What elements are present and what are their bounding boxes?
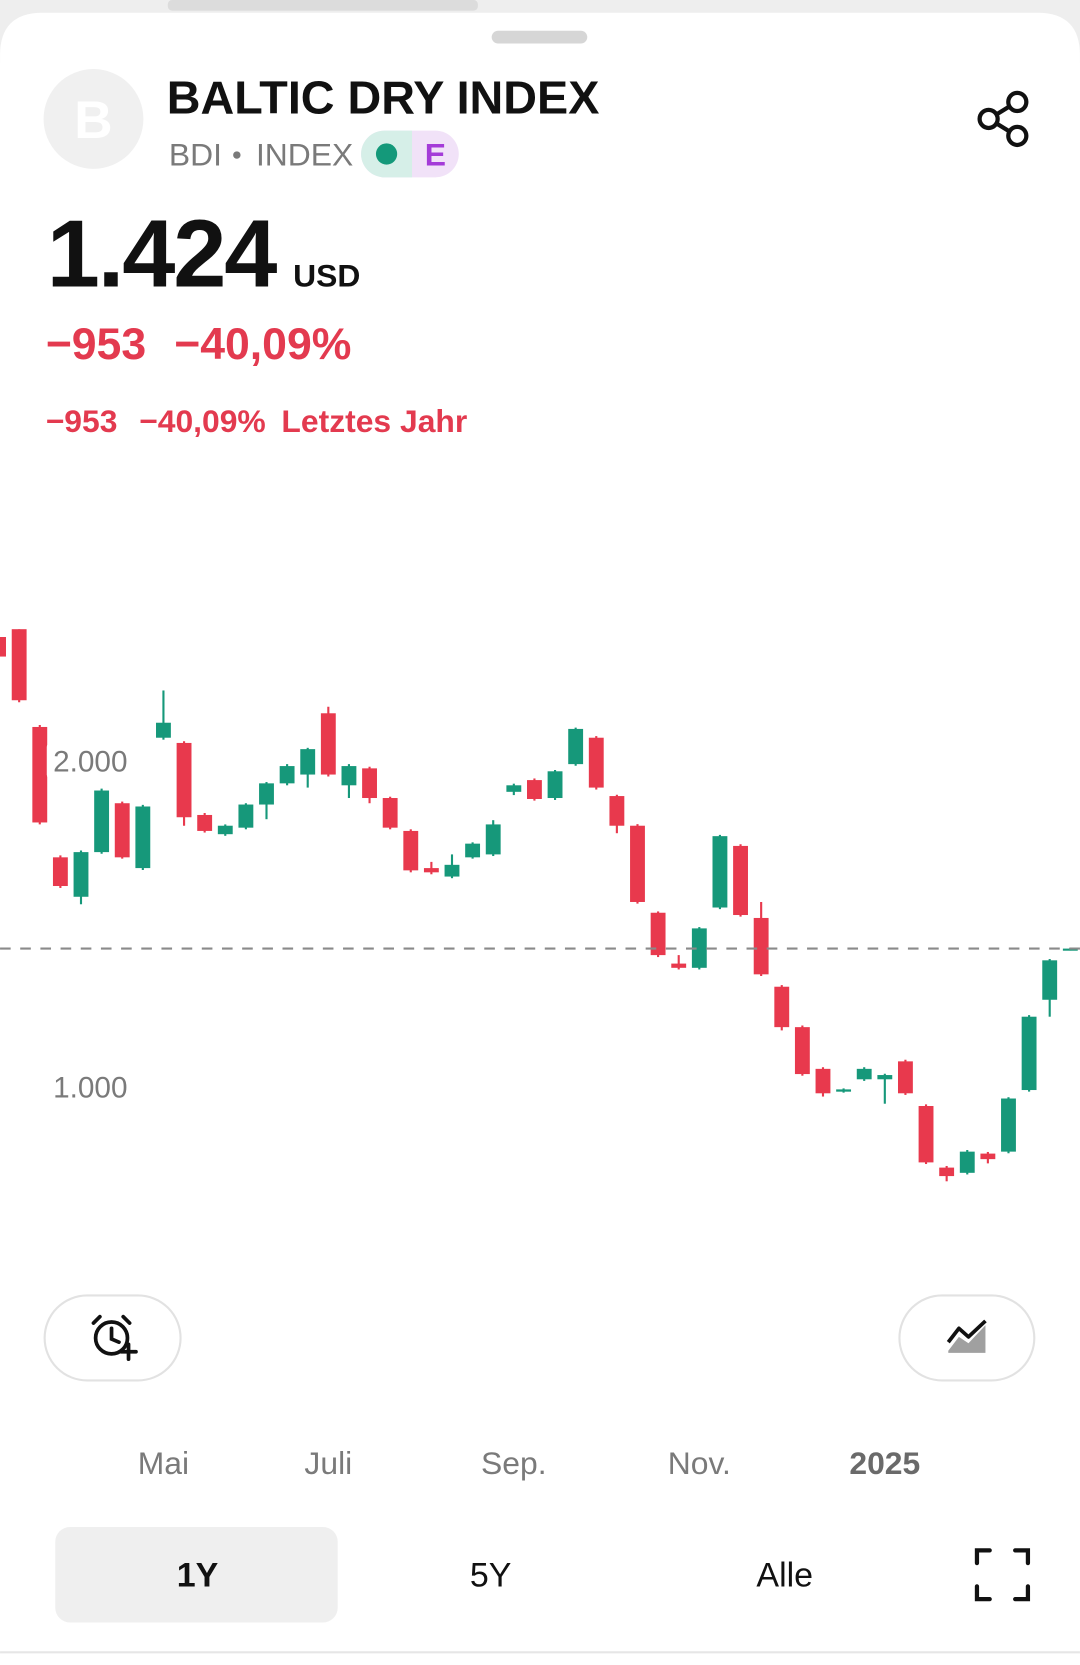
ticker: BDI [169,137,222,173]
candle-body [774,986,790,1028]
y-tick-label-bg [46,1068,139,1105]
candle-body [73,852,89,897]
candle-body [568,728,584,765]
range-button-selected[interactable] [55,1526,338,1623]
market-status-dot [375,143,398,165]
candle-body [733,845,748,916]
avatar-letter: B [74,91,112,150]
candle-body [918,1106,934,1163]
x-tick-label: 2025 [849,1445,920,1481]
price: 1.424 [47,201,277,308]
y-tick-label: 1.000 [53,1071,127,1104]
candle-body [897,1061,913,1094]
chart: 1.000 2.000 Mai Juli Sep. Nov. 2025 [0,629,1080,1481]
range-button-label[interactable]: 1Y [177,1556,219,1594]
candle-body [836,1089,852,1092]
period-label: Letztes Jahr [281,403,467,439]
candle-body [114,803,130,858]
candle-body [362,768,377,799]
period-change-percent: −40,09% [139,403,266,439]
badge-letter: E [425,137,446,173]
y-tick-label: 2.000 [53,745,127,778]
range-selector: 1Y 5Y Alle [55,1526,813,1623]
candle-body [156,722,171,738]
candle-body [609,796,625,826]
candle-body [547,771,563,799]
fullscreen-icon[interactable] [974,1548,1031,1602]
chart-type-icon [946,1319,987,1353]
candle-body [94,790,110,853]
alarm-icon [91,1314,138,1362]
separator-dot [233,151,241,159]
title: BALTIC DRY INDEX [167,72,600,124]
candle-body [320,713,336,775]
candle-body [794,1027,810,1075]
candle-body [465,843,481,858]
candle-body [279,766,295,784]
candle-body [444,864,460,877]
x-tick-label: Nov. [668,1445,731,1481]
drag-handle[interactable] [491,30,588,44]
candle-body [1021,1016,1037,1091]
currency: USD [293,258,360,294]
share-icon[interactable] [977,90,1029,148]
candle-body [382,798,398,828]
range-button-label[interactable]: 5Y [470,1556,512,1594]
candle-body [259,783,274,805]
candle-body [650,912,666,956]
sheet [0,12,1080,1665]
candle-body [485,824,501,855]
y-tick-label-bg [46,742,139,779]
candle-body [939,1167,955,1177]
candle-body [671,963,687,968]
instrument-type: INDEX [256,137,353,173]
candle-body [815,1068,831,1094]
candle-body [588,737,604,788]
candle-body [630,825,645,902]
candle-body [197,814,213,831]
range-button-label[interactable]: Alle [756,1556,813,1594]
avatar [43,69,144,169]
candle-body [0,637,6,657]
candle-body [1042,960,1058,1000]
candle-body [753,917,769,975]
candle-body [506,785,522,792]
candle-body [176,742,192,818]
candle-body [32,726,48,823]
x-tick-label: Sep. [481,1445,547,1481]
candle-body [980,1153,996,1160]
candle-body [300,749,316,775]
candle-body [135,806,151,869]
candle-body [11,629,27,701]
candle-body [423,868,439,873]
candle-body [527,780,542,799]
candle-body [856,1068,872,1080]
background-tab [167,0,478,11]
candle-body [403,830,419,871]
candle-body [217,825,233,835]
x-tick-label: Juli [304,1445,352,1481]
candle-body [959,1151,975,1173]
change-percent: −40,09% [174,320,351,369]
candle-body [238,804,254,828]
period-change: −953 [46,403,118,439]
candle-body [877,1075,893,1080]
candle-body [341,766,357,786]
candle-body [691,928,707,968]
change: −953 [46,320,146,369]
candle-body [52,857,68,887]
candle-body [712,836,728,908]
x-tick-label: Mai [138,1445,189,1481]
candle-body [1001,1098,1016,1152]
